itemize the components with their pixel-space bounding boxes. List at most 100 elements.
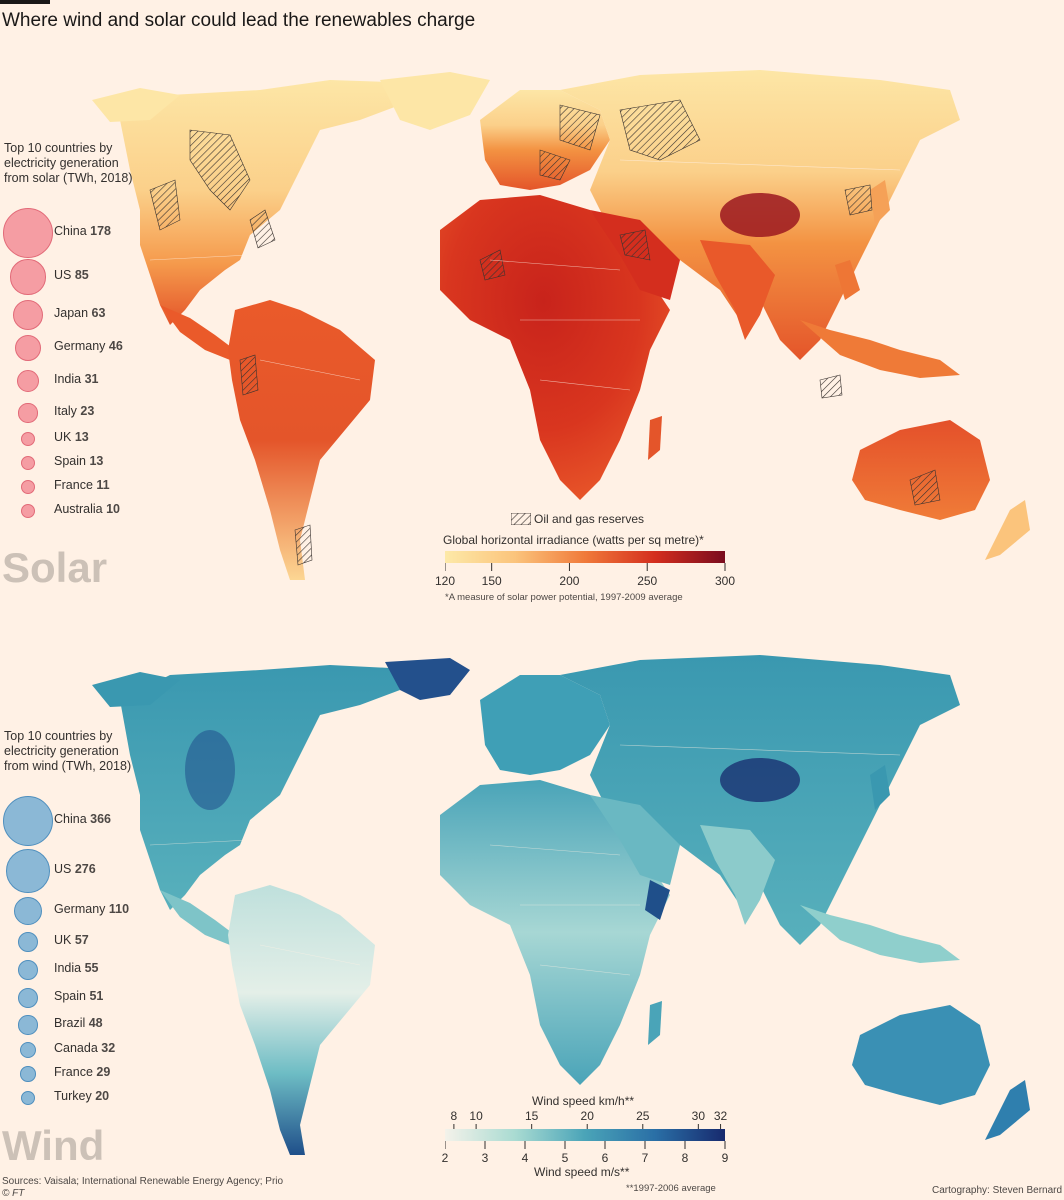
- legend-label: Spain 51: [54, 989, 103, 1003]
- legend-label: UK 13: [54, 430, 89, 444]
- legend-value: 11: [96, 478, 110, 492]
- legend-country: Italy: [54, 404, 81, 418]
- legend-country: China: [54, 224, 91, 238]
- ft-top-bar: [0, 0, 50, 4]
- legend-label: China 178: [54, 224, 111, 238]
- cartography-credit: Cartography: Steven Bernard: [932, 1185, 1063, 1196]
- scale-tick-label: 4: [521, 1151, 529, 1165]
- legend-bubble: [17, 931, 39, 953]
- scale-tick-label: 30: [691, 1109, 706, 1123]
- sources: Sources: Vaisala; International Renewabl…: [2, 1176, 284, 1187]
- legend-value: 51: [89, 989, 104, 1003]
- legend-label: China 366: [54, 812, 111, 826]
- solar-tick-labels: 120 150 200 250 300: [435, 574, 735, 590]
- legend-value: 366: [90, 812, 111, 826]
- solar-footnote: *A measure of solar power potential, 199…: [445, 592, 683, 603]
- legend-label: Turkey 20: [54, 1089, 109, 1103]
- legend-bubble: [18, 403, 38, 423]
- solar-big-label: Solar: [2, 544, 108, 591]
- wind-africa: [440, 780, 670, 1085]
- legend-bubble: [20, 1066, 36, 1082]
- legend-value: 32: [101, 1041, 116, 1055]
- legend-bubble: [12, 299, 44, 331]
- scale-tick-label: 8: [450, 1109, 458, 1123]
- scale-tick-label: 300: [714, 574, 736, 588]
- legend-value: 63: [91, 306, 106, 320]
- legend-country: Turkey: [54, 1089, 96, 1103]
- scale-tick-label: 20: [580, 1109, 594, 1123]
- wind-australia: [852, 1005, 990, 1105]
- legend-country: China: [54, 812, 91, 826]
- wind-footnote: **1997-2006 average: [626, 1183, 716, 1194]
- legend-bubble: [6, 849, 50, 893]
- solar-australia: [852, 420, 990, 520]
- wind-legend-heading: Top 10 countries by electricity generati…: [4, 729, 132, 773]
- solar-scale-title: Global horizontal irradiance (watts per …: [443, 533, 704, 547]
- scale-tick-label: 150: [481, 574, 502, 588]
- wind-kmh-tick-labels: 8 10 15 20 25 30 32: [445, 1109, 728, 1125]
- solar-map: [92, 70, 1030, 580]
- wind-ms-title: Wind speed m/s**: [534, 1165, 630, 1179]
- scale-tick-label: 32: [713, 1109, 728, 1123]
- scale-tick-label: 5: [561, 1151, 569, 1165]
- wind-north-america: [120, 665, 400, 910]
- legend-label: Japan 63: [54, 306, 105, 320]
- legend-country: France: [54, 478, 97, 492]
- legend-label: India 31: [54, 372, 99, 386]
- legend-bubble: [3, 796, 53, 846]
- scale-tick-label: 3: [481, 1151, 489, 1165]
- hatch-label: Oil and gas reserves: [534, 512, 645, 526]
- legend-bubble: [18, 988, 38, 1008]
- legend-label: US 85: [54, 268, 89, 282]
- oil-gas-hatch: [149, 99, 941, 566]
- wind-kmh-title: Wind speed km/h**: [532, 1094, 635, 1108]
- wind-big-label: Wind: [2, 1122, 105, 1169]
- legend-bubble: [21, 504, 35, 518]
- legend-value: 29: [96, 1065, 111, 1079]
- legend-label: Spain 13: [54, 454, 103, 468]
- legend-country: Japan: [54, 306, 92, 320]
- legend-bubble: [21, 480, 35, 494]
- legend-value: 178: [90, 224, 111, 238]
- legend-label: US 276: [54, 862, 96, 876]
- scale-tick-label: 120: [434, 574, 456, 588]
- solar-color-scale: [445, 551, 726, 571]
- legend-bubble: [21, 1091, 35, 1105]
- legend-value: 55: [84, 961, 99, 975]
- legend-country: US: [54, 268, 75, 282]
- scale-tick-label: 200: [559, 574, 580, 588]
- solar-south-america: [228, 300, 375, 580]
- scale-tick-label: 7: [641, 1151, 649, 1165]
- legend-value: 48: [88, 1016, 103, 1030]
- legend-value: 110: [108, 902, 130, 916]
- scale-tick-label: 250: [637, 574, 658, 588]
- legend-label: India 55: [54, 961, 99, 975]
- legend-bubble: [20, 455, 36, 471]
- copyright: © FT: [2, 1188, 25, 1199]
- legend-bubble: [10, 259, 46, 295]
- legend-bubble: [3, 208, 53, 258]
- legend-country: UK: [54, 933, 75, 947]
- legend-value: 13: [74, 430, 89, 444]
- legend-value: 23: [80, 404, 95, 418]
- legend-label: France 11: [54, 478, 110, 492]
- legend-country: US: [54, 862, 75, 876]
- wind-color-scale: [445, 1124, 726, 1149]
- legend-value: 276: [74, 862, 96, 876]
- legend-bubble: [14, 334, 42, 362]
- legend-bubble: [18, 1015, 38, 1035]
- legend-country: India: [54, 372, 85, 386]
- scale-tick-label: 9: [721, 1151, 729, 1165]
- legend-country: Germany: [54, 339, 109, 353]
- scale-tick-label: 2: [441, 1151, 449, 1165]
- legend-label: Italy 23: [54, 404, 94, 418]
- legend-value: 46: [108, 339, 123, 353]
- scale-tick-label: 10: [469, 1109, 483, 1123]
- legend-country: Brazil: [54, 1016, 89, 1030]
- solar-greenland: [380, 72, 490, 130]
- legend-value: 31: [84, 372, 99, 386]
- legend-country: Spain: [54, 989, 90, 1003]
- hatch-key-icon: [511, 513, 531, 525]
- legend-bubble: [16, 369, 39, 392]
- legend-value: 13: [89, 454, 104, 468]
